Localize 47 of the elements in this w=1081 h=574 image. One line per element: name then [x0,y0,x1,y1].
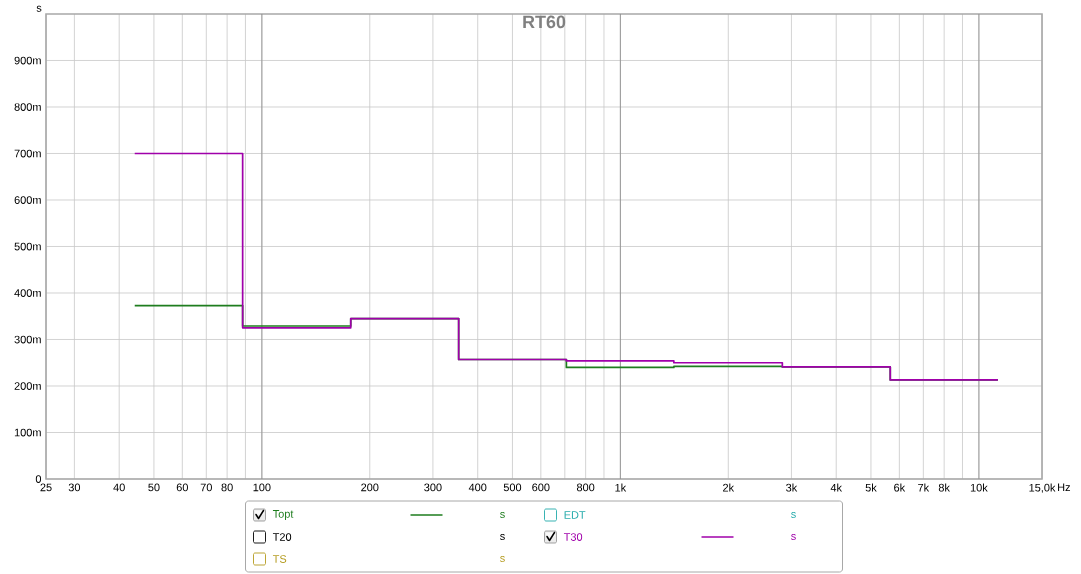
text: s [500,556,505,562]
x-tick-label: 200 [361,483,379,492]
x-tick-label: 40 [113,483,125,492]
x-tick-label: 70 [200,483,212,492]
x-tick-label: 300 [424,483,442,492]
text: s [791,534,796,540]
x-tick-label: 100 [253,483,271,492]
x-tick-label: 7k [918,483,930,492]
y-tick-label: 300m [14,335,41,344]
y-tick-label: 800m [14,103,41,111]
x-tick-label: 10k [970,483,988,492]
chart-title: RT60 [523,15,566,29]
x-tick-label: 5k [865,483,877,492]
x-tick-label: 8k [938,483,950,492]
legend-label: EDT [564,511,586,519]
y-tick-label: 900m [14,56,41,65]
x-tick-label: 400 [468,483,487,492]
y-tick-label: 100m [14,428,41,437]
legend-label: T20 [272,533,292,541]
x-tick-label: 15,0k [1029,483,1056,493]
text: s [500,534,505,540]
x-tick-label: 500 [503,483,522,492]
y-tick-label: 700m [14,149,41,158]
text: s [791,512,796,518]
x-tick-label: 3k [786,483,798,492]
x-tick-label: 600 [532,483,550,492]
y-tick-label: 0 [35,475,42,483]
x-tick-label: 2k [723,483,735,492]
y-tick-label: 600m [14,196,41,204]
x-tick-label: 80 [221,483,233,492]
y-tick-label: 500m [14,242,41,251]
y-tick-label: 400m [14,289,41,297]
x-tick-label: 25 [40,483,52,492]
x-tick-label: 30 [68,483,81,492]
text: s [500,512,505,518]
x-tick-label: 1k [615,483,627,492]
text: Topt [272,510,294,520]
x-tick-label: 6k [894,483,906,492]
y-tick-label: 200m [14,382,41,390]
x-tick-label: 60 [176,483,188,492]
legend-label: TS [272,555,287,563]
x-tick-label: 50 [148,483,160,492]
x-axis-title: Hz [1058,483,1071,492]
y-axis-title: s [36,5,42,12]
text: T30 [563,533,583,541]
x-tick-label: 4k [830,483,843,492]
x-tick-label: 800 [576,483,595,492]
